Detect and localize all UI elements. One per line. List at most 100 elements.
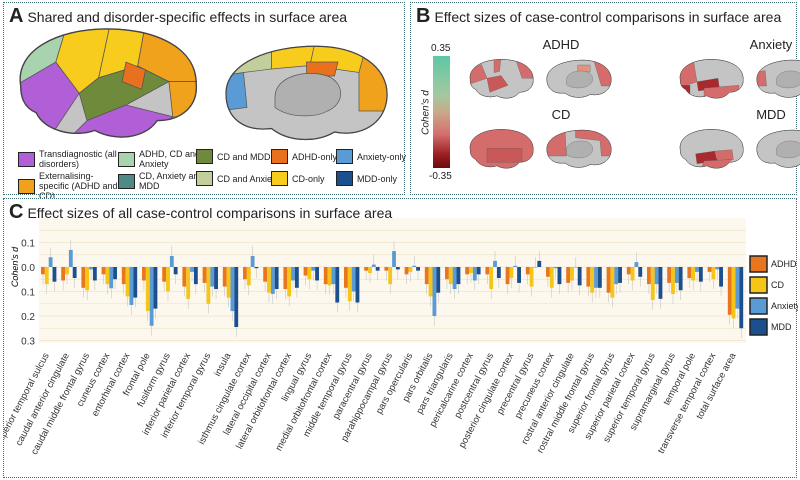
legend-item: Anxiety-only <box>336 149 436 164</box>
bar-anxiety <box>190 267 194 272</box>
medial-brain-map <box>756 59 800 98</box>
panel-title-text: Shared and disorder-specific effects in … <box>27 9 348 25</box>
bar-adhd <box>142 267 146 281</box>
bar-cd <box>671 267 675 294</box>
bar-mdd <box>52 267 57 282</box>
bar-adhd <box>101 267 106 275</box>
legend-label: MDD <box>771 322 792 332</box>
legend-label: Anxiety-only <box>357 151 407 162</box>
y-tick-label: 0.2 <box>21 312 35 323</box>
x-tick-label: banks superior temporal sulcus <box>4 351 52 472</box>
bar-cd <box>267 267 271 293</box>
y-tick-label: 0.1 <box>21 239 35 250</box>
bar-adhd <box>263 267 268 282</box>
bar-adhd <box>162 267 167 282</box>
bar-anxiety <box>109 267 114 289</box>
bar-mdd <box>719 267 723 287</box>
panel-title-text: Effect sizes of all case-control compari… <box>27 205 393 221</box>
bar-mdd <box>678 267 683 291</box>
legend-label: CD and Anxiety <box>217 173 280 184</box>
bar-mdd <box>113 267 117 280</box>
panel-b-title: B Effect sizes of case-control comparison… <box>416 5 781 28</box>
bar-mdd <box>476 267 481 275</box>
legend-swatch <box>271 171 288 186</box>
y-tick-label: 0.1 <box>21 288 35 299</box>
legend-item: Transdiagnostic (all disorders) <box>18 149 118 169</box>
colorbar <box>433 56 450 168</box>
bar-mdd <box>234 267 239 328</box>
legend-swatch <box>749 255 768 273</box>
y-axis-label: Cohen's d <box>10 246 20 287</box>
legend-swatch <box>118 173 135 189</box>
bar-anxiety <box>634 262 639 267</box>
bar-cd <box>731 267 736 319</box>
plot-background <box>39 218 746 343</box>
bar-mdd <box>92 267 97 281</box>
bar-anxiety <box>573 267 578 268</box>
bar-cd <box>489 267 494 290</box>
legend-label: CD <box>771 280 784 290</box>
bar-cd <box>428 267 433 297</box>
bar-cd <box>711 267 716 280</box>
bar-mdd <box>72 267 77 279</box>
bar-anxiety <box>129 267 134 305</box>
bar-mdd <box>436 267 441 293</box>
bar-cd <box>186 267 191 299</box>
bar-anxiety <box>533 267 538 268</box>
bar-adhd <box>182 267 187 287</box>
bar-adhd <box>707 267 712 272</box>
bar-cd <box>105 267 110 285</box>
legend-item: MDD-only <box>336 171 436 186</box>
bar-adhd <box>525 267 530 275</box>
bar-adhd <box>344 267 348 288</box>
legend-swatch <box>118 151 135 167</box>
legend-swatch <box>18 151 35 167</box>
bar-adhd <box>303 267 308 276</box>
bar-anxiety <box>715 267 720 270</box>
y-tick-label: 0.3 <box>21 337 35 348</box>
bar-anxiety <box>311 267 316 271</box>
bar-anxiety <box>493 260 497 267</box>
legend-item: ADHD, CD and Anxiety <box>118 149 218 169</box>
bar-mdd <box>597 267 602 288</box>
bar-adhd <box>606 267 611 293</box>
bar-anxiety <box>392 251 396 267</box>
bar-anxiety <box>331 267 336 285</box>
bar-anxiety <box>654 267 659 285</box>
panel-letter: B <box>416 5 431 27</box>
bar-cd <box>44 267 49 285</box>
bar-anxiety <box>371 264 376 267</box>
bar-anxiety <box>169 255 174 267</box>
bar-adhd <box>445 267 449 280</box>
bar-cd <box>570 267 574 281</box>
legend-swatch <box>336 171 353 186</box>
bar-cd <box>246 267 251 286</box>
bar-mdd <box>456 267 461 285</box>
legend-label: CD and MDD <box>217 151 271 162</box>
bar-mdd <box>254 267 259 269</box>
bar-adhd <box>424 267 429 285</box>
bar-adhd <box>626 267 631 275</box>
panel-c: 0.1 0.0 0.1 0.2 0.3 Cohen's d banks superior t… <box>3 198 798 478</box>
legend-label: Transdiagnostic (all disorders) <box>39 149 117 169</box>
panel-c-title: C Effect sizes of all case-control compar… <box>9 201 392 224</box>
bar-anxiety <box>210 267 215 287</box>
bar-mdd <box>355 267 360 303</box>
bar-anxiety <box>513 265 518 267</box>
lateral-brain-map <box>19 28 197 138</box>
bar-anxiety <box>291 267 295 281</box>
bar-anxiety <box>351 267 356 292</box>
bar-cd <box>307 267 312 280</box>
bar-mdd <box>173 267 178 275</box>
bar-anxiety <box>553 267 558 269</box>
legend-swatch <box>271 149 288 164</box>
bar-mdd <box>274 267 279 290</box>
bar-mdd <box>517 267 521 283</box>
medial-brain-map <box>546 129 612 168</box>
panel-letter: A <box>9 5 24 27</box>
bar-mdd <box>739 267 744 329</box>
bar-cd <box>327 267 332 286</box>
bar-mdd <box>416 267 420 271</box>
bar-cd <box>650 267 655 301</box>
legend-label: CD, Anxiety and MDD <box>139 171 204 191</box>
